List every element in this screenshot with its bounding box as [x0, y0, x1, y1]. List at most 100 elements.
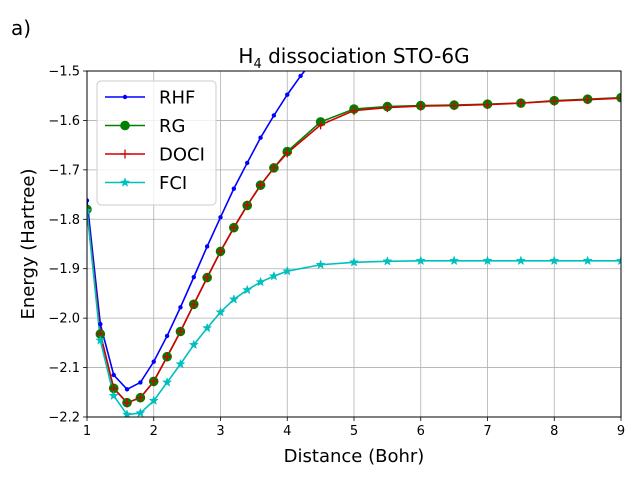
legend-marker-rhf	[122, 94, 128, 100]
fci-point	[268, 270, 279, 281]
fci-point	[549, 255, 560, 266]
fci-point	[449, 255, 460, 266]
rhf-point	[151, 359, 156, 364]
x-tick-label: 4	[283, 424, 291, 439]
axis-ticks: 1 2 3 4 5 6 7 8 9 −2.2 −2.1 −2.0 −1.9 −1.8 −1.7 −1.6 −1.…	[48, 65, 625, 440]
fci-point	[582, 255, 593, 266]
doci-point	[449, 101, 459, 111]
chart-title: H4 dissociation STO-6G	[238, 44, 469, 72]
y-tick-label: −1.9	[48, 262, 80, 277]
x-tick-label: 9	[617, 424, 625, 439]
rhf-point	[111, 372, 116, 378]
y-tick-label: −2.2	[48, 411, 80, 426]
x-axis-label: Distance (Bohr)	[284, 446, 425, 467]
doci-point	[242, 200, 252, 210]
doci-point	[349, 106, 359, 116]
rhf-point	[87, 198, 90, 203]
legend-box	[96, 80, 217, 206]
rhf-point	[245, 160, 250, 166]
rhf-point	[218, 215, 223, 220]
fci-point	[315, 259, 326, 270]
rhf-point	[138, 380, 143, 385]
doci-point	[583, 95, 593, 105]
doci-point	[216, 246, 225, 256]
legend-marker-doci	[120, 149, 130, 159]
fci-point	[175, 358, 186, 369]
doci-point	[316, 120, 326, 130]
doci-point	[256, 180, 266, 190]
series-markers	[87, 73, 621, 417]
fci-point	[255, 276, 266, 287]
doci-point	[175, 326, 185, 336]
fci-point	[615, 255, 621, 266]
fci-point	[202, 322, 213, 333]
doci-point	[135, 393, 145, 403]
legend-label-fci: FCI	[159, 173, 187, 194]
fci-point	[242, 284, 253, 295]
fci-point	[515, 255, 526, 266]
rhf-point	[164, 333, 170, 339]
rhf-line	[87, 71, 306, 391]
rhf-point	[191, 274, 196, 280]
fci-point	[348, 256, 360, 267]
y-tick-label: −1.6	[48, 114, 80, 129]
legend-marker-fci	[119, 177, 131, 187]
fci-point	[148, 395, 159, 405]
legend-label-doci: DOCI	[159, 145, 205, 166]
fci-point	[121, 409, 133, 417]
fci-point	[215, 306, 226, 317]
rhf-point	[204, 244, 210, 249]
fci-point	[108, 390, 119, 401]
rhf-point	[271, 113, 277, 118]
doci-point	[549, 96, 559, 106]
rhf-point	[98, 321, 103, 327]
fci-point	[135, 407, 146, 417]
y-tick-label: −2.0	[48, 312, 80, 327]
legend: RHF RG DOCI FCI	[96, 80, 217, 206]
doci-point	[202, 273, 212, 283]
doci-point	[149, 376, 159, 386]
fci-point	[382, 255, 393, 266]
y-tick-label: −1.7	[48, 163, 80, 178]
fci-point	[482, 255, 493, 266]
rhf-point	[178, 305, 183, 310]
x-tick-label: 6	[417, 424, 425, 439]
doci-point	[122, 398, 132, 408]
y-tick-label: −1.8	[48, 213, 80, 228]
x-tick-label: 5	[350, 424, 358, 439]
rhf-point	[298, 73, 303, 79]
y-tick-label: −2.1	[48, 361, 80, 376]
fci-point	[228, 294, 239, 304]
doci-point	[229, 223, 239, 233]
doci-point	[616, 93, 621, 103]
rhf-point	[231, 186, 237, 191]
legend-label-rhf: RHF	[159, 88, 195, 109]
panel-label: a)	[11, 16, 32, 40]
y-tick-label: −1.5	[48, 65, 80, 80]
fci-point	[87, 205, 93, 216]
y-axis-label: Energy (Hartree)	[18, 169, 39, 320]
x-tick-label: 8	[550, 424, 558, 439]
fci-point	[282, 265, 293, 276]
rhf-point	[124, 387, 130, 392]
doci-point	[189, 299, 199, 309]
fci-point	[415, 255, 426, 266]
doci-point	[416, 101, 426, 111]
doci-point	[483, 100, 492, 110]
fci-line	[87, 210, 621, 416]
rhf-point	[285, 92, 290, 97]
doci-point	[382, 103, 392, 113]
doci-point	[162, 352, 172, 362]
x-tick-label: 7	[483, 424, 491, 439]
fci-point	[162, 377, 173, 387]
fci-point	[95, 335, 106, 345]
legend-label-rg: RG	[159, 116, 185, 137]
doci-point	[269, 163, 279, 173]
x-tick-label: 1	[83, 424, 91, 439]
legend-marker-rg	[120, 120, 130, 131]
fci-point	[188, 339, 199, 350]
doci-point	[282, 148, 292, 158]
doci-point	[516, 98, 526, 108]
x-tick-label: 2	[150, 424, 158, 439]
